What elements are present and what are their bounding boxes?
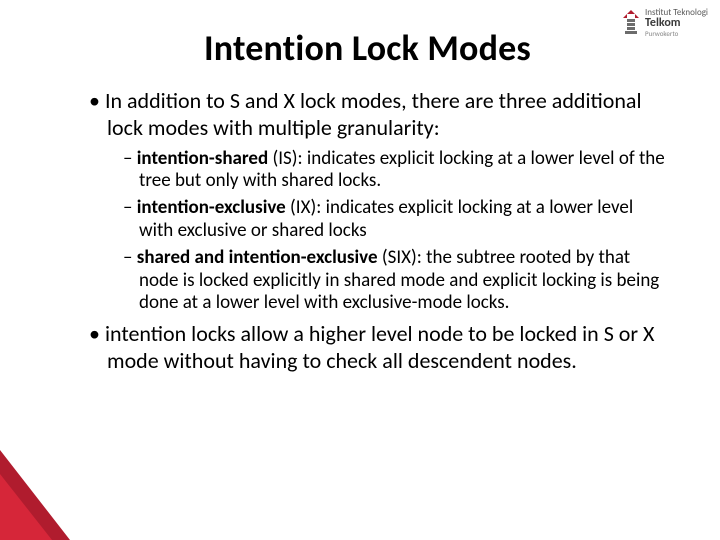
logo-mark-icon bbox=[621, 10, 641, 36]
bullet-main-1: In addition to S and X lock modes, there… bbox=[89, 88, 670, 142]
sub-bullet-2-term: intention-exclusive bbox=[137, 196, 286, 219]
sub-bullet-2: intention-exclusive (IX): indicates expl… bbox=[123, 197, 670, 243]
slide-container: Institut Teknologi Telkom Purwokerto Int… bbox=[0, 0, 720, 540]
logo-text: Institut Teknologi Telkom Purwokerto bbox=[645, 8, 708, 37]
corner-decoration-icon bbox=[0, 450, 70, 540]
sub-bullet-3-term: shared and intention-exclusive bbox=[137, 246, 378, 269]
bullet-main-2: intention locks allow a higher level nod… bbox=[89, 321, 670, 375]
logo-line3: Purwokerto bbox=[645, 30, 708, 37]
sub-bullet-1-term: intention-shared bbox=[137, 147, 268, 170]
sub-bullet-3: shared and intention-exclusive (SIX): th… bbox=[123, 247, 670, 315]
institution-logo: Institut Teknologi Telkom Purwokerto bbox=[621, 8, 708, 37]
slide-title: Intention Lock Modes bbox=[65, 26, 670, 70]
sub-bullet-1: intention-shared (IS): indicates explici… bbox=[123, 148, 670, 194]
